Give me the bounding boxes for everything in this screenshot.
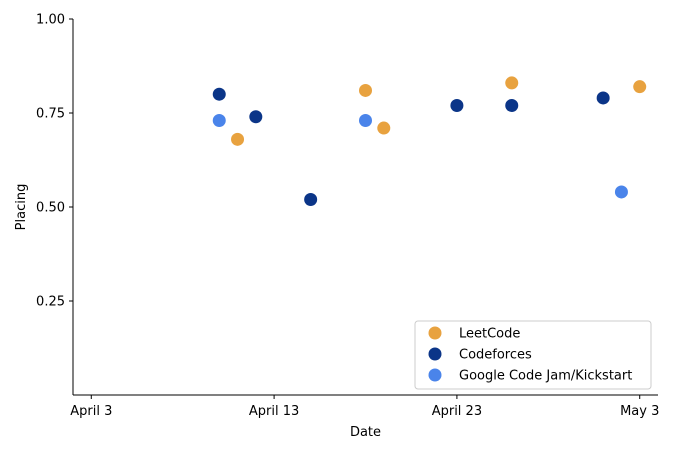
y-axis-label: Placing [14, 184, 29, 231]
data-point-google-code-jam-kickstart [614, 185, 628, 199]
legend-box [414, 320, 652, 390]
data-point-leetcode [231, 132, 245, 146]
data-point-codeforces [450, 98, 464, 112]
legend: LeetCode Codeforces Google Code Jam/Kickst… [414, 320, 652, 390]
legend-label: Codeforces [459, 348, 532, 363]
data-point-codeforces [304, 192, 318, 206]
data-point-codeforces [212, 87, 226, 101]
legend-marker [428, 368, 442, 382]
y-tick-label: 0.50 [36, 201, 65, 216]
x-tick-label: May 3 [620, 404, 659, 419]
x-tick-label: April 13 [249, 404, 299, 419]
y-tick-label: 1.00 [36, 13, 65, 28]
data-point-codeforces [505, 98, 519, 112]
data-point-codeforces [596, 91, 610, 105]
data-point-google-code-jam-kickstart [212, 114, 226, 128]
data-point-leetcode [359, 83, 372, 97]
y-tick-label: 0.75 [36, 107, 65, 122]
data-point-leetcode [505, 76, 519, 90]
data-point-codeforces [249, 110, 263, 124]
legend-marker [428, 347, 442, 361]
x-tick-label: April 23 [432, 404, 482, 419]
y-tick-label: 0.25 [36, 295, 65, 310]
legend-marker [428, 326, 442, 340]
data-points [212, 76, 647, 206]
axes: 0.25 0.50 0.75 1.00 April 3 April 13 April 23 M… [14, 13, 659, 441]
data-point-leetcode [633, 80, 647, 94]
legend-label: Google Code Jam/Kickstart [459, 369, 632, 384]
x-axis-label: Date [350, 425, 381, 440]
data-point-google-code-jam-kickstart [359, 114, 372, 128]
legend-label: LeetCode [459, 327, 520, 342]
x-tick-label: April 3 [70, 404, 112, 419]
data-point-leetcode [377, 121, 391, 135]
